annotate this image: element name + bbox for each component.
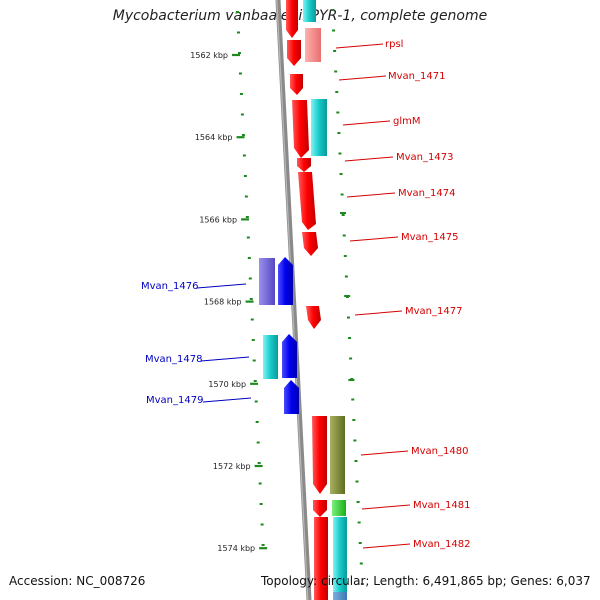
reverse-label-lines xyxy=(196,283,252,403)
scale-dots xyxy=(236,9,364,585)
gene-mvan-1478[interactable] xyxy=(282,334,297,378)
label-mvan-1474[interactable]: Mvan_1474 xyxy=(398,188,455,199)
gene-mvan-1476[interactable] xyxy=(278,257,293,305)
forward-genes xyxy=(286,0,347,600)
gene-mvan-1473[interactable] xyxy=(297,158,311,172)
gene-mvan-1482[interactable] xyxy=(314,517,328,600)
gene-arrow[interactable] xyxy=(286,0,298,38)
scale-tick-label: 1574 kbp xyxy=(217,544,255,553)
label-mvan-1476[interactable]: Mvan_1476 xyxy=(141,281,198,292)
gene-mvan-1480-feature[interactable] xyxy=(330,416,345,494)
accession-text: Accession: NC_008726 xyxy=(9,574,146,588)
label-mvan-1480[interactable]: Mvan_1480 xyxy=(411,446,468,457)
gene-mvan-1482-feature[interactable] xyxy=(333,517,347,600)
gene-mvan-1479[interactable] xyxy=(284,380,299,414)
gene-mvan-1481[interactable] xyxy=(313,500,327,517)
gene-mvan-1478-feature[interactable] xyxy=(263,335,278,379)
gene-mvan-1471[interactable] xyxy=(290,74,303,95)
label-mvan-1477[interactable]: Mvan_1477 xyxy=(405,306,462,317)
gene-mvan-1477[interactable] xyxy=(306,306,321,329)
genome-backbone xyxy=(275,0,312,600)
forward-labels: rpsl Mvan_1471 glmM Mvan_1473 Mvan_1474 … xyxy=(385,39,470,550)
label-mvan-1471[interactable]: Mvan_1471 xyxy=(388,71,445,82)
gene-box[interactable] xyxy=(303,0,316,22)
label-mvan-1479[interactable]: Mvan_1479 xyxy=(146,395,203,406)
topology-summary: Topology: circular; Length: 6,491,865 bp… xyxy=(261,574,591,588)
gene-glmm-feature[interactable] xyxy=(311,99,327,156)
map-title: Mycobacterium vanbaalenii PYR-1, complet… xyxy=(112,8,488,24)
gene-mvan-1476-feature[interactable] xyxy=(259,258,275,305)
gene-rpsl[interactable] xyxy=(287,40,301,66)
gene-mvan-1480[interactable] xyxy=(312,416,327,494)
gene-mvan-1481-feature[interactable] xyxy=(332,500,346,516)
gene-glmm[interactable] xyxy=(292,100,309,158)
scale-ticks: 1562 kbp 1564 kbp 1566 kbp 1568 kbp 1570 kbp… xyxy=(190,51,268,553)
scale-tick-label: 1572 kbp xyxy=(213,462,251,471)
scale-tick-label: 1564 kbp xyxy=(195,133,233,142)
label-rpsl[interactable]: rpsl xyxy=(385,39,403,50)
gene-mvan-1474[interactable] xyxy=(298,172,316,230)
label-mvan-1475[interactable]: Mvan_1475 xyxy=(401,232,458,243)
label-mvan-1473[interactable]: Mvan_1473 xyxy=(396,152,453,163)
scale-tick-label: 1568 kbp xyxy=(204,298,242,307)
reverse-genes xyxy=(259,257,299,414)
reverse-labels: Mvan_1476 Mvan_1478 Mvan_1479 xyxy=(141,281,203,406)
gene-rpsl-feature[interactable] xyxy=(305,28,321,62)
label-glmm[interactable]: glmM xyxy=(393,116,421,127)
scale-tick-label: 1566 kbp xyxy=(199,215,237,224)
label-mvan-1478[interactable]: Mvan_1478 xyxy=(145,354,202,365)
scale-tick-label: 1562 kbp xyxy=(190,51,228,60)
scale-tick-label: 1570 kbp xyxy=(208,380,246,389)
forward-label-lines xyxy=(335,43,411,549)
gene-mvan-1475[interactable] xyxy=(302,232,318,256)
label-mvan-1482[interactable]: Mvan_1482 xyxy=(413,539,470,550)
label-mvan-1481[interactable]: Mvan_1481 xyxy=(413,500,470,511)
